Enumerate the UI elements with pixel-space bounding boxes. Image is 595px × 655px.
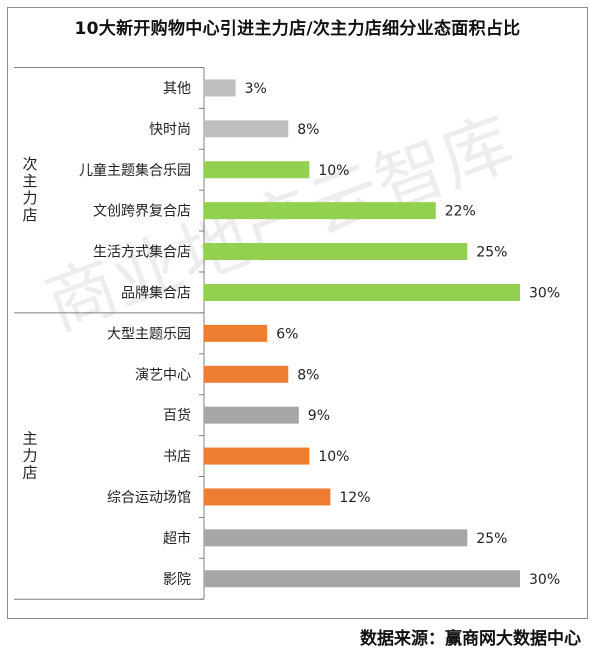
group-label: 次主力店 xyxy=(22,155,37,224)
category-label: 书店 xyxy=(163,449,191,465)
chart-title: 10大新开购物中心引进主力店/次主力店细分业态面积占比 xyxy=(74,19,521,39)
category-label: 超市 xyxy=(163,530,191,547)
bar xyxy=(204,283,520,301)
bar xyxy=(204,529,468,547)
data-label: 30% xyxy=(529,572,560,588)
data-label: 30% xyxy=(529,285,560,301)
source-note: 数据来源：赢商网大数据中心 xyxy=(360,629,581,649)
category-label: 影院 xyxy=(163,572,191,588)
category-label: 综合运动场馆 xyxy=(107,490,191,506)
data-label: 6% xyxy=(276,326,298,342)
data-label: 25% xyxy=(476,245,507,261)
bar xyxy=(204,79,236,97)
data-label: 10% xyxy=(318,449,349,465)
category-label: 生活方式集合店 xyxy=(93,244,191,261)
bar xyxy=(204,324,268,342)
data-label: 9% xyxy=(308,408,330,424)
category-label: 演艺中心 xyxy=(135,367,191,383)
bar xyxy=(204,570,520,588)
group-label: 主力店 xyxy=(22,430,37,482)
bar xyxy=(204,406,299,424)
category-label: 大型主题乐园 xyxy=(107,326,191,342)
data-label: 8% xyxy=(297,367,319,383)
category-label: 快时尚 xyxy=(149,122,191,138)
data-label: 10% xyxy=(318,163,349,179)
data-label: 25% xyxy=(476,531,507,547)
bar xyxy=(204,488,331,506)
category-label: 其他 xyxy=(163,81,191,97)
data-label: 3% xyxy=(245,81,267,97)
bar xyxy=(204,202,436,220)
bar xyxy=(204,447,310,465)
data-label: 8% xyxy=(297,122,319,138)
category-label: 儿童主题集合乐园 xyxy=(79,162,191,179)
bar xyxy=(204,120,289,138)
data-label: 12% xyxy=(339,490,370,506)
category-label: 百货 xyxy=(163,407,191,424)
bar xyxy=(204,243,468,261)
data-label: 22% xyxy=(445,204,476,220)
category-label: 品牌集合店 xyxy=(121,284,191,301)
bar xyxy=(204,365,289,383)
category-label: 文创跨界复合店 xyxy=(93,203,191,220)
bar xyxy=(204,161,310,179)
